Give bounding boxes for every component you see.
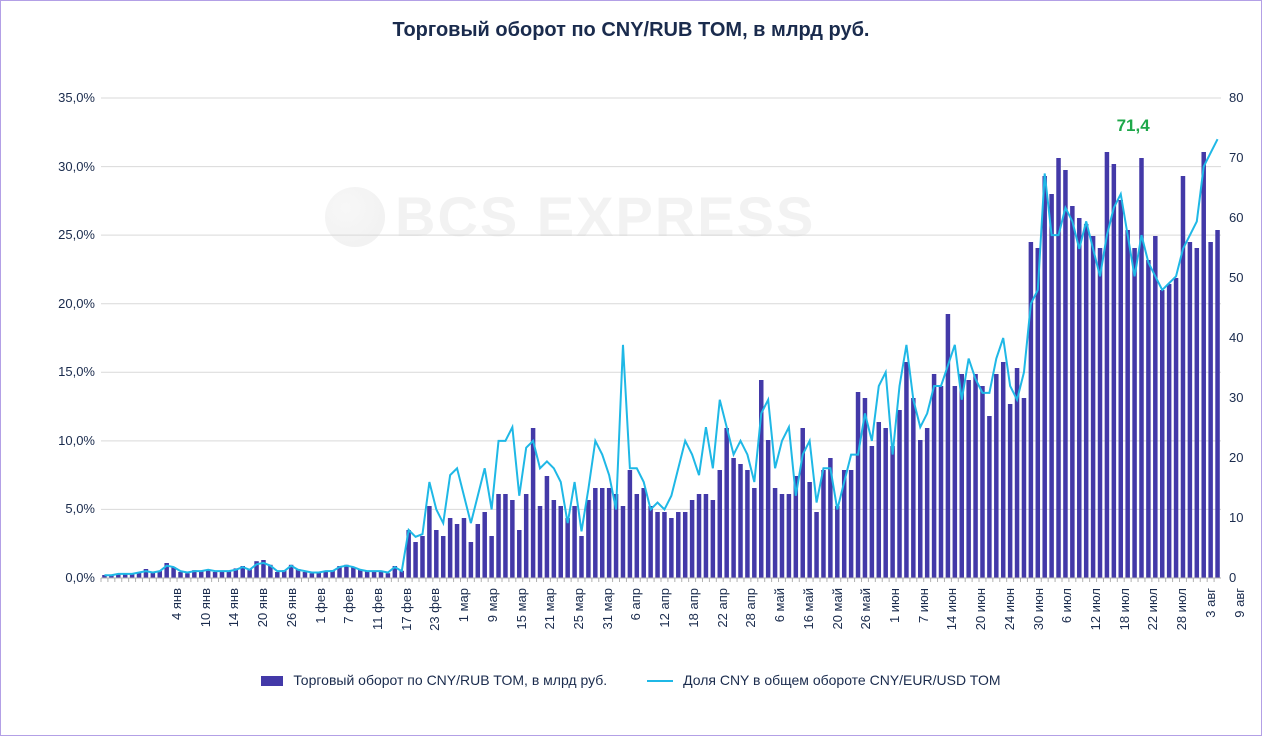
legend-item-bars: Торговый оборот по CNY/RUB TOM, в млрд р… — [261, 672, 607, 688]
plot-area: BCS EXPRESS 71,4 0,0%5,0%10,0%15,0%20,0%… — [31, 48, 1262, 668]
chart-title: Торговый оборот по CNY/RUB TOM, в млрд р… — [31, 19, 1231, 42]
chart-frame: Торговый оборот по CNY/RUB TOM, в млрд р… — [0, 0, 1262, 736]
value-annotation: 71,4 — [1117, 116, 1150, 136]
legend-label: Доля CNY в общем обороте CNY/EUR/USD TOM — [683, 672, 1000, 688]
legend-item-line: Доля CNY в общем обороте CNY/EUR/USD TOM — [647, 672, 1000, 688]
chart-svg — [31, 48, 1262, 668]
bar-swatch-icon — [261, 676, 283, 686]
legend: Торговый оборот по CNY/RUB TOM, в млрд р… — [31, 672, 1231, 688]
line-swatch-icon — [647, 680, 673, 682]
legend-label: Торговый оборот по CNY/RUB TOM, в млрд р… — [293, 672, 607, 688]
